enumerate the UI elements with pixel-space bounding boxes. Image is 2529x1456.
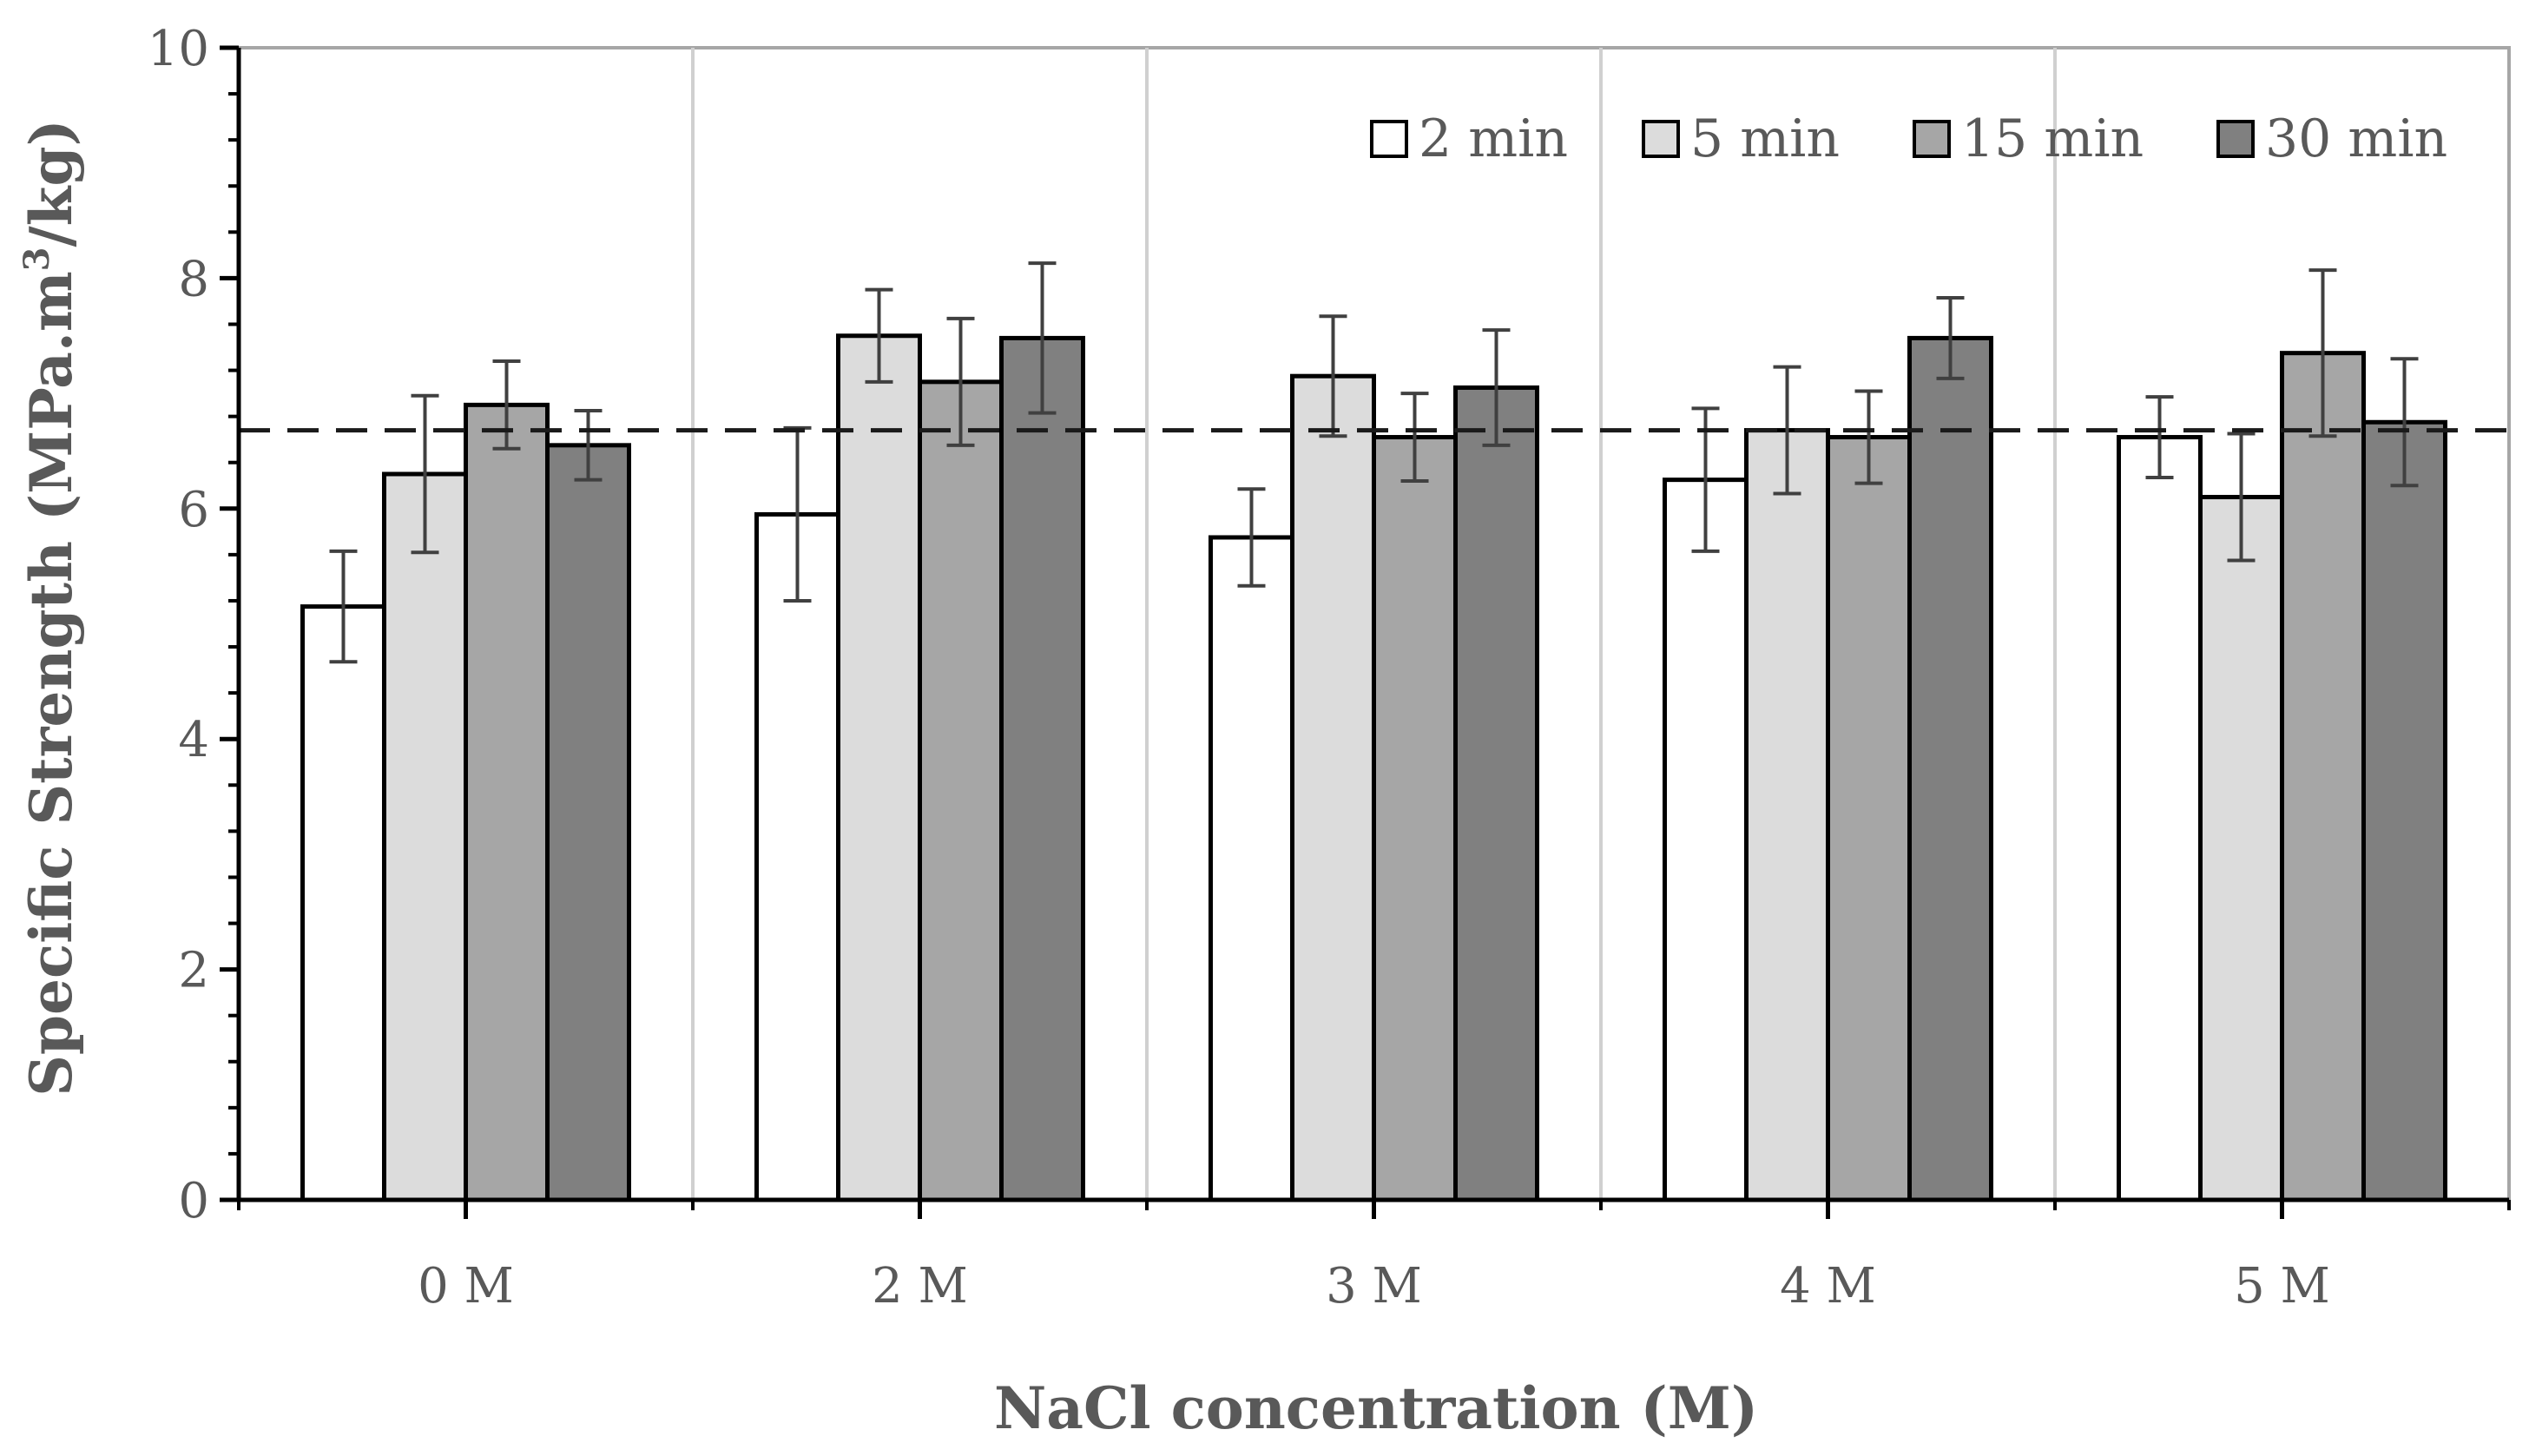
x-tick-label: 4 M — [1780, 1258, 1876, 1314]
y-tick-label: 4 — [178, 712, 209, 768]
legend-label: 2 min — [1419, 109, 1568, 169]
x-tick-label: 0 M — [418, 1258, 514, 1314]
legend-swatch — [2216, 120, 2255, 158]
bar — [836, 333, 922, 1202]
bar — [1663, 478, 1749, 1202]
bar — [464, 402, 550, 1202]
axes-layer: 0 2 4 6 8 10 0 M 2 M 3 M 4 M 5 M — [148, 21, 2511, 1314]
bar — [1744, 428, 1830, 1202]
bar — [1209, 535, 1294, 1202]
x-tick-label: 5 M — [2234, 1258, 2330, 1314]
bar — [2117, 435, 2203, 1202]
bar — [2361, 419, 2447, 1202]
y-tick-label: 10 — [148, 21, 209, 77]
bar — [1453, 385, 1539, 1202]
bar — [382, 471, 468, 1202]
bar — [1372, 435, 1458, 1202]
bar — [1290, 373, 1376, 1202]
legend-label: 15 min — [1961, 109, 2144, 169]
bar — [754, 511, 840, 1202]
legend: 2 min 5 min 15 min 30 min — [1370, 109, 2447, 169]
bar — [545, 443, 631, 1202]
bars-layer — [300, 333, 2447, 1202]
legend-swatch — [1370, 120, 1408, 158]
bar — [918, 379, 1004, 1202]
y-tick-label: 6 — [178, 482, 209, 538]
y-axis-title: Specific Strength (MPa.m3/kg) — [16, 119, 85, 1097]
y-tick-label: 0 — [178, 1173, 209, 1229]
y-axis-title-main: Specific Strength (MPa.m — [17, 271, 85, 1096]
legend-swatch — [1642, 120, 1680, 158]
bar — [2280, 351, 2366, 1202]
legend-swatch — [1913, 120, 1951, 158]
bar — [999, 335, 1085, 1202]
error-bars-layer — [329, 261, 2419, 664]
x-tick-label: 3 M — [1326, 1258, 1422, 1314]
bar — [2198, 495, 2284, 1202]
legend-label: 5 min — [1690, 109, 1840, 169]
bar — [1907, 335, 1993, 1202]
x-axis-title: NaCl concentration (M) — [994, 1374, 1758, 1442]
y-tick-label: 2 — [178, 943, 209, 999]
legend-label: 30 min — [2265, 109, 2447, 169]
x-tick-label: 2 M — [872, 1258, 968, 1314]
bar — [1826, 435, 1912, 1202]
bar — [300, 604, 386, 1202]
y-tick-label: 8 — [178, 251, 209, 307]
y-axis-title-end: /kg) — [17, 119, 85, 247]
y-axis-title-superscript: 3 — [16, 247, 57, 271]
